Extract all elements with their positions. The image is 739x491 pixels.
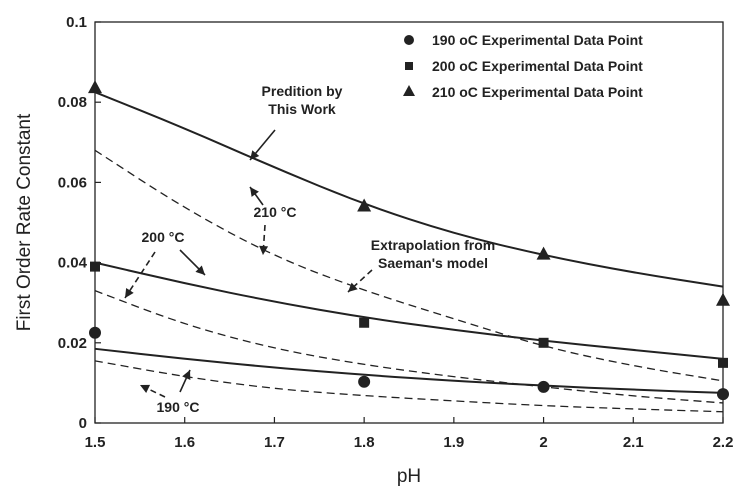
legend-marker-circle <box>404 35 414 45</box>
x-tick-label: 2 <box>539 434 547 451</box>
y-tick-label: 0 <box>79 415 87 432</box>
y-tick-label: 0.04 <box>58 255 88 272</box>
legend-label: 190 oC Experimental Data Point <box>432 32 643 48</box>
prediction-curve-1 <box>94 261 724 360</box>
x-tick-label: 1.9 <box>443 434 464 451</box>
square-data-point <box>718 357 728 368</box>
y-tick-label: 0.08 <box>58 94 87 111</box>
x-tick-label: 2.1 <box>623 434 644 451</box>
y-tick-label: 0.06 <box>58 174 87 191</box>
fitted-curves <box>94 91 724 413</box>
legend-marker-triangle <box>403 85 415 96</box>
square-data-point <box>90 261 100 272</box>
annotation-200: 200 °C <box>142 229 185 245</box>
arrow-190-solid-head <box>182 370 191 381</box>
annotation-prediction: Predition by This Work <box>262 83 343 117</box>
arrow-190-dashed-head <box>140 384 151 393</box>
x-tick-label: 1.6 <box>174 434 195 451</box>
legend: 190 oC Experimental Data Point 200 oC Exp… <box>403 32 643 100</box>
y-tick-label: 0.02 <box>58 335 87 352</box>
legend-label: 210 oC Experimental Data Point <box>432 84 643 100</box>
triangle-data-point <box>536 246 551 260</box>
x-tick-label: 1.7 <box>264 434 285 451</box>
x-axis-title: pH <box>397 466 421 487</box>
circle-data-point <box>358 375 371 388</box>
arrow-200-dashed <box>124 251 156 299</box>
annotation-190: 190 °C <box>157 399 200 415</box>
extrapolation-curve-3 <box>94 149 724 382</box>
data-markers <box>88 80 730 401</box>
arrow-extrapolation-head <box>348 282 358 292</box>
axes: 1.5 1.6 1.7 1.8 1.9 2 2.1 2.2 0 0.02 0.04 0.06 0.08 0… <box>14 14 733 487</box>
legend-marker-square <box>405 62 413 70</box>
circle-data-point <box>537 380 550 393</box>
arrow-200-solid-head <box>195 265 205 275</box>
extrapolation-curve-4 <box>94 290 724 404</box>
x-tick-label: 1.8 <box>354 434 375 451</box>
triangle-data-point <box>716 292 730 306</box>
legend-label: 200 oC Experimental Data Point <box>432 58 643 74</box>
arrow-210-dashed-head <box>259 245 269 255</box>
triangle-data-point <box>88 80 102 94</box>
arrow-prediction-head <box>250 150 260 160</box>
circle-data-point <box>89 326 101 339</box>
annotation-210: 210 °C <box>254 204 297 220</box>
x-tick-label: 1.5 <box>85 434 106 451</box>
prediction-curve-0 <box>94 91 724 288</box>
y-tick-label: 0.1 <box>66 14 87 31</box>
arrow-extrapolation <box>347 269 373 293</box>
square-data-point <box>538 337 549 348</box>
y-axis-title: First Order Rate Constant <box>14 113 35 331</box>
arrow-210-solid-head <box>250 187 259 197</box>
annotations: Predition by This Work 210 °C 200 °C Extrapo… <box>124 83 495 415</box>
arrow-200-dashed-head <box>125 288 134 298</box>
prediction-curve-2 <box>94 347 724 394</box>
circle-data-point <box>717 388 729 401</box>
x-tick-label: 2.2 <box>713 434 734 451</box>
triangle-data-point <box>357 198 372 212</box>
annotation-extrapolation: Extrapolation from Saeman's model <box>371 237 495 271</box>
square-data-point <box>359 317 370 328</box>
extrapolation-curve-5 <box>94 360 724 413</box>
plot-frame <box>94 21 724 424</box>
